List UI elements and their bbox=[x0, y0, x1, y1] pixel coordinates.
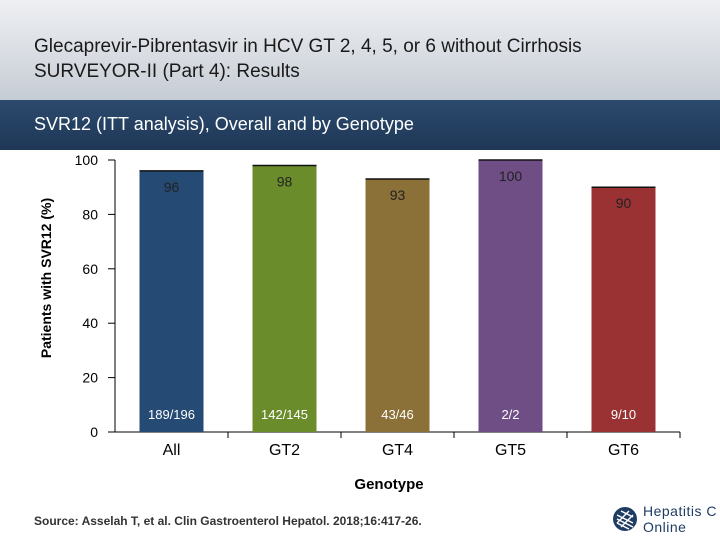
bar-n-label: 142/145 bbox=[261, 407, 308, 422]
bar-n-label: 43/46 bbox=[381, 407, 414, 422]
logo-word-online: Online bbox=[643, 519, 687, 535]
x-axis-label: Genotype bbox=[354, 476, 423, 493]
slide-title-line2: SURVEYOR-II (Part 4): Results bbox=[34, 61, 300, 82]
hepatitis-c-online-logo: Hepatitis C Online bbox=[612, 502, 716, 536]
subtitle-band: SVR12 (ITT analysis), Overall and by Gen… bbox=[0, 100, 720, 150]
logo-mark-icon bbox=[613, 507, 637, 531]
x-tick-label: All bbox=[163, 442, 181, 459]
slide-title-line1: Glecaprevir-Pibrentasvir in HCV GT 2, 4,… bbox=[34, 36, 582, 57]
bar-value-label: 100 bbox=[499, 168, 523, 184]
bar-value-label: 98 bbox=[277, 173, 293, 189]
y-tick-label: 80 bbox=[82, 206, 98, 222]
bar-all bbox=[139, 170, 204, 432]
y-tick-label: 100 bbox=[75, 152, 99, 168]
slide-subtitle: SVR12 (ITT analysis), Overall and by Gen… bbox=[34, 114, 414, 134]
title-header: Glecaprevir-Pibrentasvir in HCV GT 2, 4,… bbox=[0, 0, 720, 100]
bar-value-label: 93 bbox=[390, 187, 406, 203]
bar-value-label: 90 bbox=[616, 195, 632, 211]
y-tick-label: 40 bbox=[82, 315, 98, 331]
bar-value-label: 96 bbox=[164, 179, 180, 195]
bar-gt4 bbox=[365, 179, 430, 432]
bar-n-label: 2/2 bbox=[501, 407, 519, 422]
bar-n-label: 9/10 bbox=[611, 407, 636, 422]
x-tick-label: GT4 bbox=[382, 442, 413, 459]
bar-n-label: 189/196 bbox=[148, 407, 195, 422]
logo-word-hepatitis: Hepatitis C bbox=[643, 503, 717, 519]
bar-gt5 bbox=[478, 160, 543, 432]
bar-gt2 bbox=[252, 165, 317, 432]
x-tick-label: GT2 bbox=[269, 442, 300, 459]
y-axis-label: Patients with SVR12 (%) bbox=[38, 198, 54, 358]
y-tick-label: 0 bbox=[90, 424, 98, 440]
x-tick-label: GT6 bbox=[608, 442, 639, 459]
y-tick-label: 60 bbox=[82, 261, 98, 277]
bar-gt6 bbox=[591, 187, 656, 432]
source-citation: Source: Asselah T, et al. Clin Gastroent… bbox=[34, 514, 422, 528]
y-tick-label: 20 bbox=[82, 370, 98, 386]
x-tick-label: GT5 bbox=[495, 442, 526, 459]
